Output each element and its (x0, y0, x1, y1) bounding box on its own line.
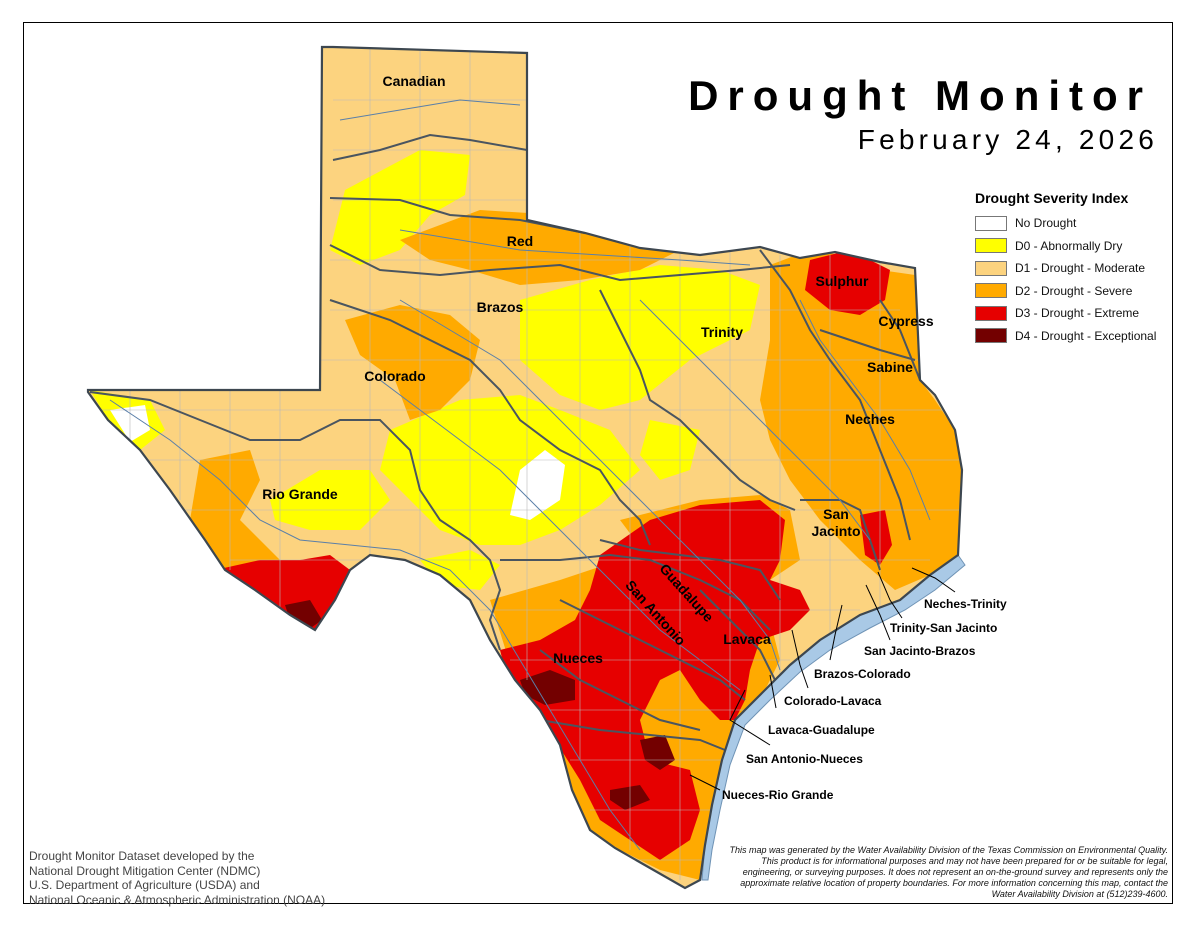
d3-area-south-central (500, 500, 810, 860)
data-credit: Drought Monitor Dataset developed by the… (29, 849, 325, 907)
legend-swatch (975, 215, 1007, 231)
basin-label-rio-grande: Rio Grande (262, 486, 338, 502)
legend-item-no-drought: No Drought (975, 212, 1156, 235)
legend-item-label: D0 - Abnormally Dry (1015, 238, 1123, 253)
basin-label-san-jacinto-line1: San (823, 506, 849, 522)
d3-area-san-jacinto (860, 510, 892, 565)
legend-item-label: D2 - Drought - Severe (1015, 283, 1133, 298)
coastal-label-lavaca-guadalupe: Lavaca-Guadalupe (768, 723, 875, 737)
d0-area-panhandle (330, 150, 470, 265)
legend-swatch (975, 328, 1007, 344)
basin-label-lavaca: Lavaca (723, 631, 771, 647)
coastal-label-san-antonio-nueces: San Antonio-Nueces (746, 752, 863, 766)
d3-area-sulphur (805, 250, 890, 315)
legend-swatch (975, 283, 1007, 299)
coastal-label-san-jacinto-brazos: San Jacinto-Brazos (864, 644, 976, 658)
basin-label-cypress: Cypress (878, 313, 933, 329)
basin-label-nueces: Nueces (553, 650, 603, 666)
legend-swatch (975, 238, 1007, 254)
d2-area-colorado-headwaters (345, 305, 480, 420)
legend-item-label: D4 - Drought - Exceptional (1015, 328, 1157, 343)
coastal-label-brazos-colorado: Brazos-Colorado (814, 667, 911, 681)
basin-label-neches: Neches (845, 411, 895, 427)
legend-item-d0: D0 - Abnormally Dry (975, 235, 1156, 258)
disclaimer: This map was generated by the Water Avai… (729, 845, 1168, 899)
coastal-basin-leader-lines (689, 567, 956, 791)
legend-swatch (975, 260, 1007, 276)
legend-item-d4: D4 - Drought - Exceptional (975, 325, 1156, 348)
legend-item-label: D3 - Drought - Extreme (1015, 306, 1140, 321)
legend-item-label: D1 - Drought - Moderate (1015, 261, 1146, 276)
coastal-label-nueces-rio-grande: Nueces-Rio Grande (722, 788, 834, 802)
rivers (109, 99, 931, 851)
credit-line: National Oceanic & Atmospheric Administr… (29, 892, 326, 907)
basin-label-colorado: Colorado (364, 368, 425, 384)
credit-line: U.S. Department of Agriculture (USDA) an… (29, 878, 260, 892)
basin-label-trinity: Trinity (701, 324, 743, 340)
credit-line: Drought Monitor Dataset developed by the (29, 849, 255, 863)
basin-label-brazos: Brazos (477, 299, 524, 315)
county-lines (90, 47, 960, 880)
texas-state-outline (86, 45, 964, 890)
map-date: February 24, 2026 (857, 124, 1158, 155)
d4-area-big-bend (285, 600, 322, 632)
d3-area-big-bend (215, 555, 350, 630)
d4-area-nueces (520, 670, 575, 705)
d2-area-trans-pecos (190, 450, 280, 580)
basin-label-san-jacinto-line2: Jacinto (811, 523, 860, 539)
basin-label-sabine: Sabine (867, 359, 913, 375)
drought-areas (88, 47, 962, 888)
basin-label-sulphur: Sulphur (816, 273, 869, 289)
legend-title: Drought Severity Index (975, 190, 1129, 206)
d0-area-east-central (640, 420, 700, 480)
d0-area-west (270, 470, 390, 530)
d0-area-central (380, 395, 640, 545)
legend-swatch (975, 305, 1007, 321)
no-drought-area-central (510, 450, 565, 520)
d4-area-south-1 (640, 735, 675, 770)
basin-label-red: Red (507, 233, 533, 249)
legend-item-d3: D3 - Drought - Extreme (975, 302, 1156, 325)
credit-line: National Drought Mitigation Center (NDMC… (29, 863, 261, 878)
basin-boundaries (89, 133, 921, 751)
map-frame (23, 22, 1173, 904)
d2-area-east-texas (760, 250, 962, 590)
legend-item-label: No Drought (1015, 216, 1077, 231)
coastal-label-neches-trinity: Neches-Trinity (924, 597, 1007, 611)
legend-item-d1: D1 - Drought - Moderate (975, 257, 1156, 280)
coastal-label-colorado-lavaca: Colorado-Lavaca (784, 694, 882, 708)
basin-label-canadian: Canadian (382, 73, 445, 89)
coastal-label-trinity-san-jacinto: Trinity-San Jacinto (890, 621, 997, 635)
map-title: Drought Monitor (688, 72, 1152, 119)
legend: Drought Severity Index No Drought D0 - A… (975, 190, 1156, 347)
legend-item-d2: D2 - Drought - Severe (975, 280, 1156, 303)
